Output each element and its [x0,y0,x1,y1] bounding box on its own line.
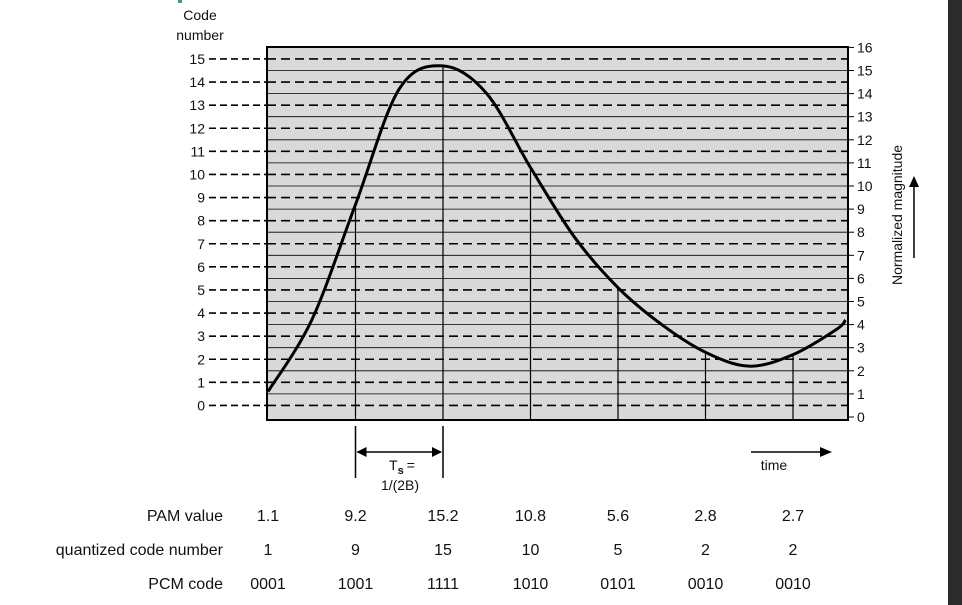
window-edge [948,0,962,605]
table-cell: 1001 [338,576,374,593]
table-cell: 15 [434,542,452,559]
left-axis-label-line1: Code [183,7,217,23]
right-tick-label: 16 [857,39,873,55]
table-cell: 1.1 [257,508,279,525]
table-cell: 9 [351,542,360,559]
ts-arrow-head-left [356,447,367,457]
table-cell: 10.8 [515,508,546,525]
left-tick-label: 5 [197,282,205,298]
table-cell: 10 [522,542,540,559]
right-axis: Normalized magnitude 0123456789101112131… [848,39,919,425]
table-cell: 2 [789,542,798,559]
time-arrow-head [820,447,832,457]
left-tick-label: 1 [197,374,205,390]
right-tick-label: 1 [857,386,865,402]
left-tick-label: 8 [197,213,205,229]
right-tick-label: 7 [857,247,865,263]
table-row-label: PCM code [148,576,223,593]
left-tick-label: 13 [189,97,205,113]
signal-curve [266,64,847,393]
table-cell: 1010 [513,576,549,593]
left-tick-label: 7 [197,236,205,252]
time-arrow: time [751,447,832,473]
table-cell: 2.7 [782,508,804,525]
plot-area [266,46,849,421]
time-label: time [761,457,788,473]
plot-background [266,46,849,421]
table-cell: 0101 [600,576,636,593]
table-cell: 1111 [427,576,459,593]
table-cell: 9.2 [344,508,366,525]
right-tick-label: 9 [857,201,865,217]
right-tick-label: 3 [857,340,865,356]
right-tick-label: 12 [857,132,873,148]
left-tick-label: 11 [190,143,205,159]
ts-label: Ts = [389,457,415,477]
right-tick-label: 6 [857,270,865,286]
left-tick-label: 2 [197,351,205,367]
top-mark [178,0,182,3]
table-cell: 1 [264,542,273,559]
left-tick-label: 12 [189,120,205,136]
sampling-interval-marker: Ts = 1/(2B) [354,426,444,493]
table-cell: 5.6 [607,508,629,525]
ts-arrow-head-right [432,447,442,457]
table-row-label: PAM value [147,508,223,525]
left-tick-label: 15 [189,51,205,67]
table-row-label: quantized code number [56,542,224,559]
left-tick-label: 3 [197,328,205,344]
right-tick-label: 0 [857,409,865,425]
left-tick-label: 0 [197,397,205,413]
right-tick-label: 2 [857,363,865,379]
left-tick-label: 9 [197,190,205,206]
table-cell: 0010 [775,576,811,593]
right-tick-label: 14 [857,86,873,102]
table-cell: 0001 [250,576,286,593]
left-tick-label: 14 [189,74,205,90]
left-tick-label: 4 [197,305,205,321]
left-axis-label-line2: number [176,27,224,43]
table-cell: 0010 [688,576,724,593]
sample-table: PAM value 1.1 9.2 15.2 10.8 5.6 2.8 2.7 quantize… [56,508,811,593]
right-tick-label: 10 [857,178,873,194]
table-cell: 5 [614,542,623,559]
right-axis-label: Normalized magnitude [889,145,905,285]
table-cell: 2.8 [694,508,716,525]
right-tick-label: 15 [857,63,873,79]
up-arrow-head [909,176,919,187]
table-cell: 2 [701,542,710,559]
right-tick-label: 13 [857,109,873,125]
right-tick-label: 8 [857,224,865,240]
left-tick-label: 10 [189,166,205,182]
right-tick-label: 5 [857,294,865,310]
right-tick-label: 4 [857,317,865,333]
right-tick-label: 11 [857,155,872,171]
left-tick-label: 6 [197,259,205,275]
table-cell: 15.2 [427,508,458,525]
ts-label-line2: 1/(2B) [381,477,419,493]
